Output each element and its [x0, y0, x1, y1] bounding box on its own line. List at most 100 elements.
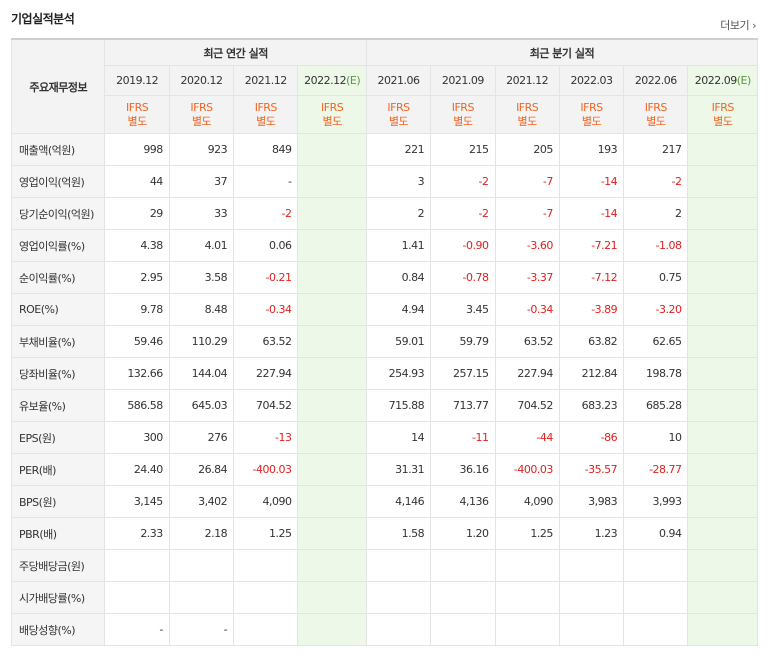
quarter-group-header: 최근 분기 실적 — [365, 38, 759, 66]
annual-value-cell — [297, 197, 367, 230]
financial-table: 주요재무정보 최근 연간 실적 최근 분기 실적 2019.12 2020.12 2… — [10, 38, 759, 646]
annual-value-cell: 0.06 — [233, 229, 299, 262]
separate-text: 별도 — [256, 114, 276, 128]
quarter-value-cell: 62.65 — [623, 325, 689, 358]
annual-value-cell: 33 — [168, 197, 235, 230]
period-label: 2020.12 — [180, 74, 223, 87]
estimate-tag: (E) — [736, 74, 752, 87]
annual-date-header: 2020.12 — [168, 65, 235, 96]
separate-text: 별도 — [646, 114, 666, 128]
table-row: 영업이익률(%) 4.38 4.01 0.06 1.41 -0.90 -3.60 -7.21-… — [10, 229, 758, 262]
quarter-value-cell: -7.12 — [558, 261, 625, 294]
quarter-value-cell — [687, 549, 758, 582]
quarter-value-cell: -7 — [494, 197, 560, 230]
annual-value-cell: 1.25 — [233, 517, 299, 550]
quarter-date-header: 2021.06 — [365, 65, 432, 96]
period-label: 2021.12 — [244, 74, 288, 87]
annual-value-cell — [297, 613, 367, 646]
separate-text: 별도 — [453, 114, 473, 128]
quarter-value-cell: 227.94 — [494, 357, 560, 390]
annual-value-cell: 923 — [168, 133, 235, 166]
annual-value-cell — [233, 549, 299, 582]
quarter-value-cell — [365, 613, 432, 646]
quarter-value-cell: -86 — [558, 421, 625, 454]
annual-value-cell — [297, 581, 367, 614]
annual-value-cell — [104, 549, 170, 582]
table-row: ROE(%) 9.78 8.48 -0.34 4.94 3.45 -0.34 -3.89 -3.… — [10, 293, 758, 326]
row-label: 영업이익(억원) — [10, 165, 106, 198]
annual-value-cell: -0.34 — [233, 293, 299, 326]
quarter-value-cell — [494, 549, 560, 582]
quarter-value-cell: 713.77 — [430, 389, 496, 422]
annual-value-cell — [297, 421, 367, 454]
quarter-value-cell — [430, 549, 496, 582]
annual-value-cell: 63.52 — [233, 325, 299, 358]
annual-value-cell: 8.48 — [168, 293, 235, 326]
annual-value-cell — [297, 453, 367, 486]
annual-value-cell — [233, 613, 299, 646]
quarter-value-cell — [687, 165, 758, 198]
row-label: 영업이익률(%) — [10, 229, 106, 262]
period-label: 2021.06 — [377, 74, 421, 87]
row-label: 시가배당률(%) — [10, 581, 106, 614]
annual-value-cell — [297, 165, 367, 198]
annual-value-cell — [297, 325, 367, 358]
table-row: 주당배당금(원) — [10, 549, 758, 582]
table-row: 부채비율(%) 59.46 110.29 63.52 59.01 59.79 63.52 63… — [10, 325, 758, 358]
period-label: 2022.06 — [634, 74, 678, 87]
period-label: 2022.03 — [570, 74, 613, 87]
quarter-value-cell: 217 — [623, 133, 689, 166]
annual-value-cell: 704.52 — [233, 389, 299, 422]
quarter-date-header: 2022.09(E) — [687, 65, 758, 96]
more-link[interactable]: 더보기 › — [720, 17, 756, 33]
quarter-value-cell — [558, 549, 625, 582]
quarter-value-cell: 685.28 — [623, 389, 689, 422]
row-label: 매출액(억원) — [10, 133, 106, 166]
row-label: 순이익률(%) — [10, 261, 106, 294]
ifrs-text: IFRS — [254, 100, 278, 114]
quarter-value-cell: -400.03 — [494, 453, 560, 486]
quarter-value-cell — [687, 613, 758, 646]
ifrs-text: IFRS — [321, 100, 344, 114]
row-label: 부채비율(%) — [10, 325, 106, 358]
annual-value-cell — [168, 549, 235, 582]
table-row: 순이익률(%) 2.95 3.58 -0.21 0.84 -0.78 -3.37 -7.12 0… — [10, 261, 758, 294]
table-row: PBR(배) 2.33 2.18 1.25 1.58 1.20 1.25 1.23 0.94 — [10, 517, 758, 550]
quarter-value-cell: -0.78 — [430, 261, 496, 294]
ifrs-standard-label: IFRS 별도 — [104, 95, 170, 134]
quarter-value-cell: 2 — [623, 197, 689, 230]
ifrs-standard-label: IFRS 별도 — [687, 95, 758, 134]
annual-value-cell: 59.46 — [104, 325, 170, 358]
table-row: 시가배당률(%) — [10, 581, 758, 614]
quarter-value-cell — [558, 613, 625, 646]
quarter-value-cell: 59.79 — [430, 325, 496, 358]
annual-value-cell — [104, 581, 170, 614]
quarter-value-cell: 10 — [623, 421, 689, 454]
annual-date-header: 2021.12 — [233, 65, 299, 96]
quarter-value-cell: -0.34 — [494, 293, 560, 326]
quarter-value-cell — [687, 197, 758, 230]
section-title: 기업실적분석 — [11, 12, 75, 26]
annual-value-cell: 37 — [168, 165, 235, 198]
quarter-value-cell: 212.84 — [558, 357, 625, 390]
separate-text: 별도 — [322, 114, 343, 128]
quarter-value-cell: 2 — [365, 197, 432, 230]
annual-value-cell: -13 — [233, 421, 299, 454]
separate-text: 별도 — [581, 114, 602, 128]
table-row: 유보율(%) 586.58 645.03 704.52 715.88 713.77 704.… — [10, 389, 758, 422]
more-label: 더보기 — [720, 19, 750, 32]
annual-value-cell: -0.21 — [233, 261, 299, 294]
quarter-value-cell — [623, 613, 689, 646]
table-row: 당좌비율(%) 132.66 144.04 227.94 254.93 257.15 227… — [10, 357, 758, 390]
quarter-value-cell: 36.16 — [430, 453, 496, 486]
ifrs-standard-label: IFRS 별도 — [623, 95, 689, 134]
annual-value-cell: 4,090 — [233, 485, 299, 518]
period-label: 2022.12 — [304, 74, 347, 87]
annual-value-cell: - — [233, 165, 299, 198]
ifrs-text: IFRS — [126, 100, 149, 114]
quarter-value-cell: 31.31 — [365, 453, 432, 486]
ifrs-standard-label: IFRS 별도 — [365, 95, 432, 134]
annual-value-cell: 144.04 — [168, 357, 235, 390]
table-row: 당기순이익(억원) 29 33 -2 2 -2 -7 -14 2 — [10, 197, 758, 230]
